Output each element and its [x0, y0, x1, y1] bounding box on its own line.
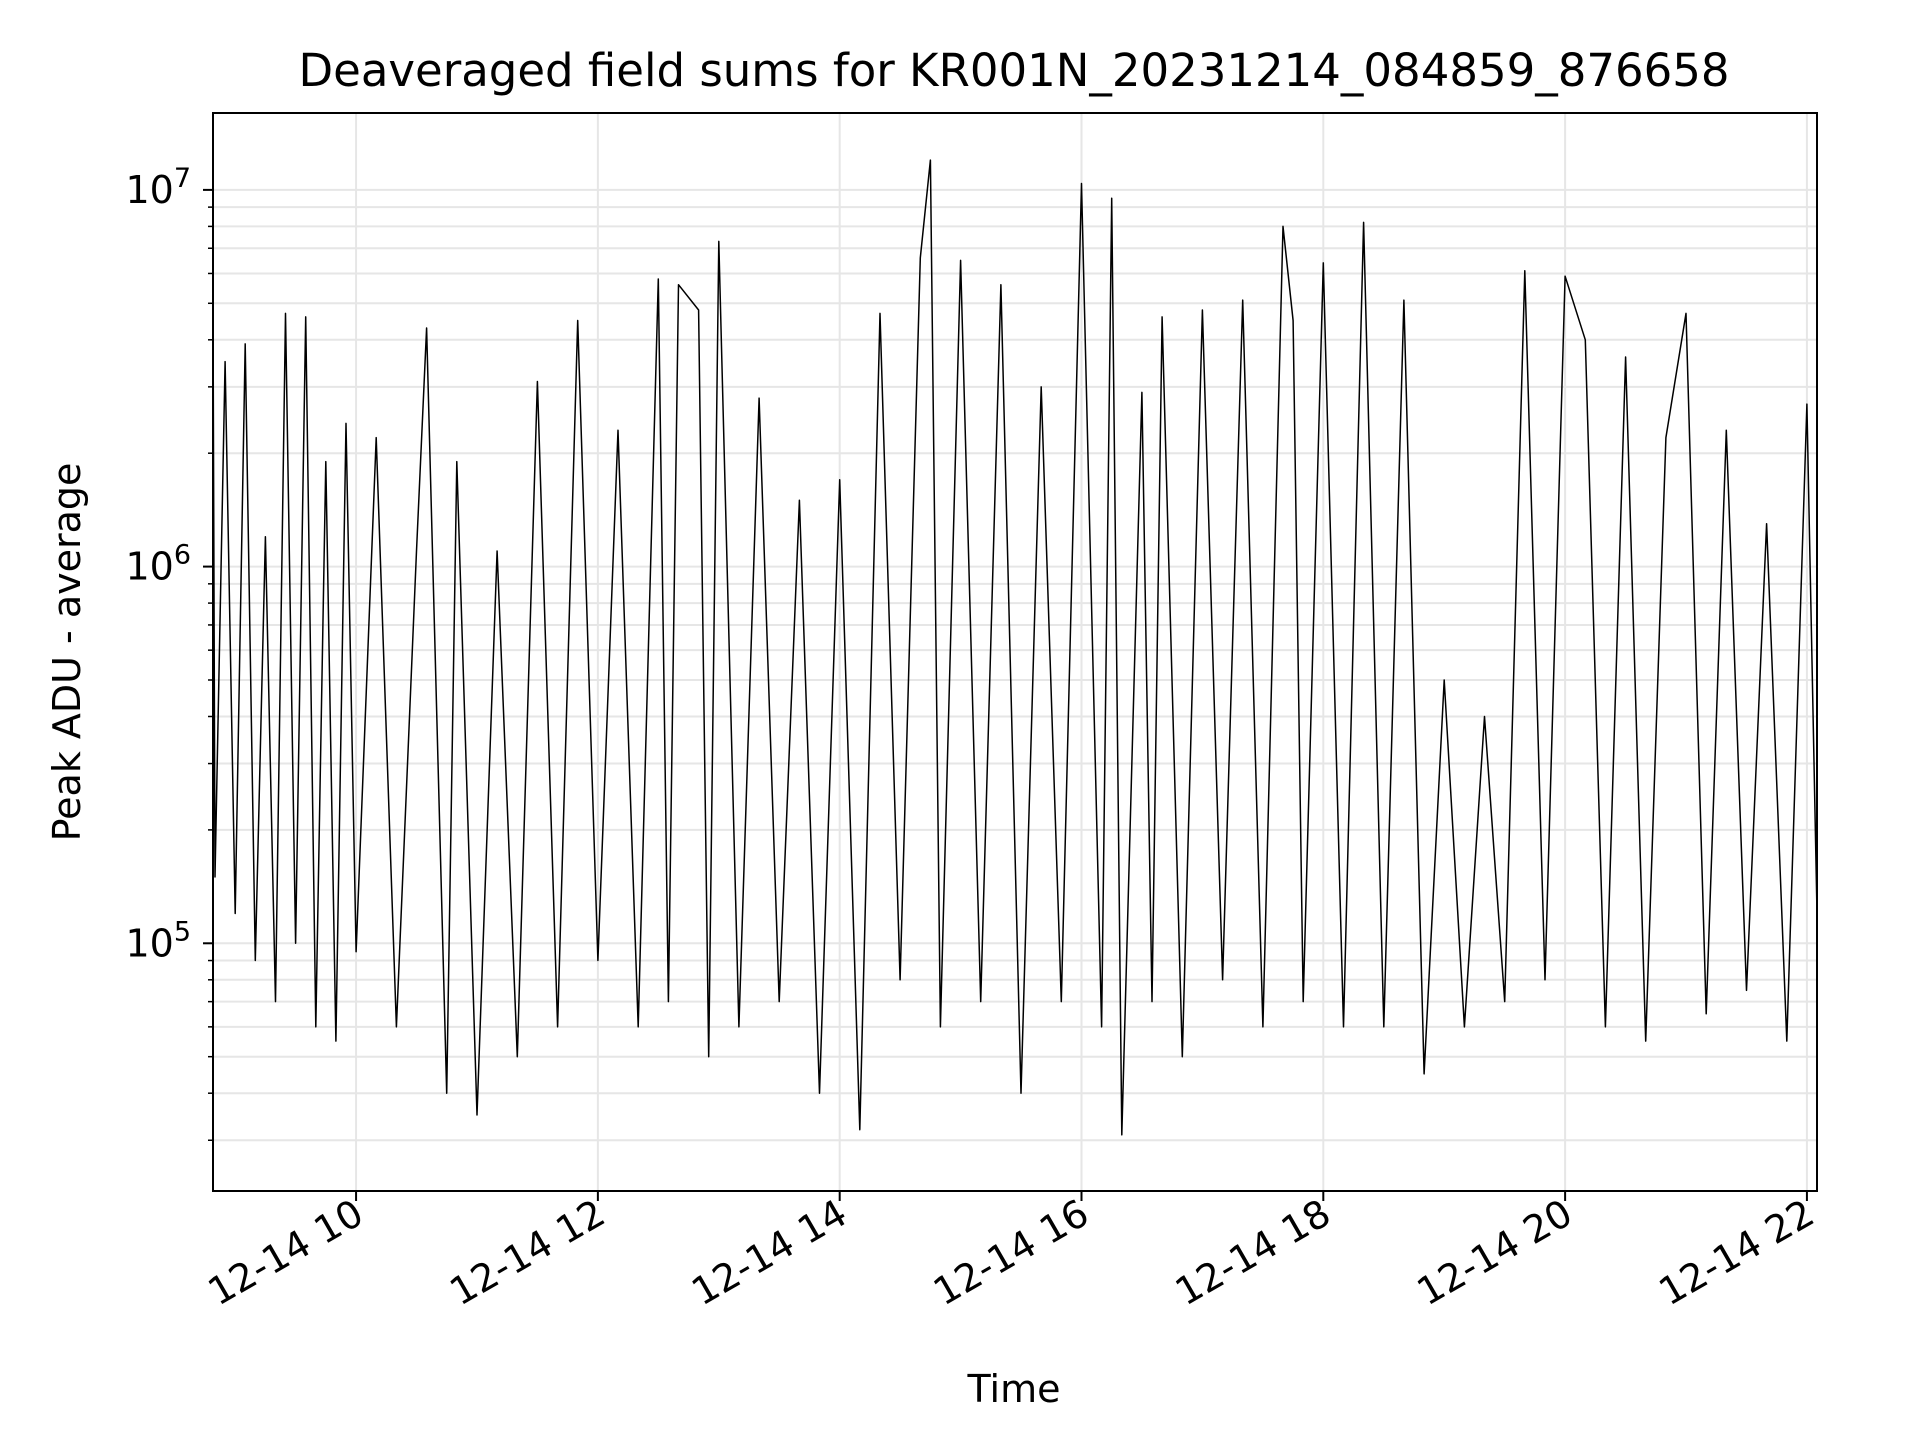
y-tick-label-exponent: 7	[174, 163, 191, 194]
y-tick-label-base: 10	[125, 921, 173, 965]
y-tick-label: 106	[125, 540, 191, 589]
series-layer	[212, 159, 1818, 1136]
minor-grid	[213, 206, 1817, 1142]
y-tick-label-exponent: 5	[174, 916, 191, 947]
y-tick-label-base: 10	[125, 545, 173, 589]
y-tick-label-exponent: 6	[174, 540, 191, 571]
chart-title: Deaveraged field sums for KR001N_2023121…	[299, 44, 1730, 97]
series-line	[212, 159, 1818, 1136]
x-axis-label: Time	[967, 1367, 1061, 1411]
y-tick-label: 107	[125, 163, 191, 212]
y-tick-label: 105	[125, 916, 191, 965]
major-grid	[213, 113, 1817, 1191]
y-tick-label-base: 10	[125, 168, 173, 212]
plot-area-frame	[212, 112, 1818, 1192]
y-axis-label: Peak ADU - average	[45, 463, 89, 842]
